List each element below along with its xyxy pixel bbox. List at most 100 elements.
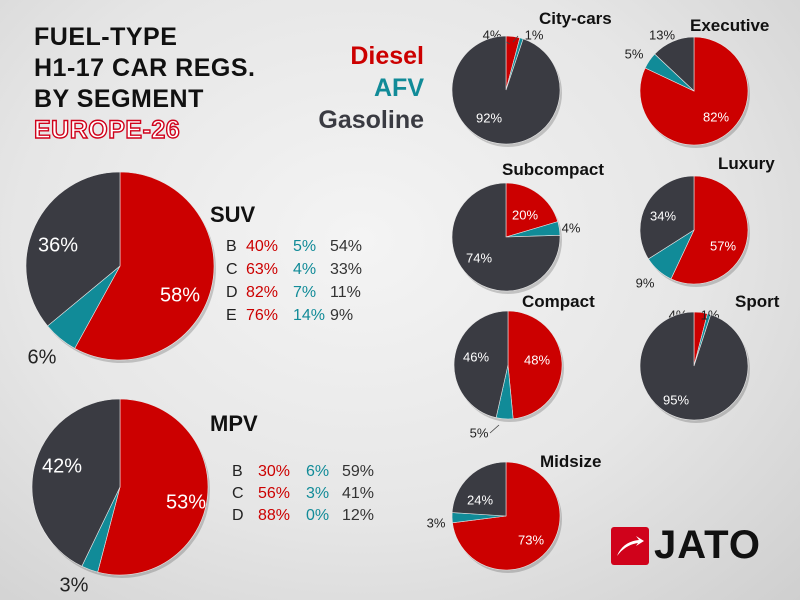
pie-slice-gasoline bbox=[25, 171, 121, 327]
breakdown-cell-class: D bbox=[232, 507, 244, 524]
breakdown-cell-afv: 4% bbox=[293, 261, 316, 278]
title-line-2: H1-17 CAR REGS. bbox=[34, 54, 256, 82]
breakdown-cell-afv: 5% bbox=[293, 238, 316, 255]
breakdown-cell-diesel: 82% bbox=[246, 284, 278, 301]
slice-label-diesel: 58% bbox=[160, 284, 200, 306]
pie-slice-diesel bbox=[505, 182, 559, 238]
leader-line bbox=[489, 424, 500, 434]
pie-slice-gasoline bbox=[451, 182, 561, 292]
breakdown-cell-class: E bbox=[226, 307, 237, 324]
slice-label-diesel: 82% bbox=[703, 109, 729, 124]
title-line-3: BY SEGMENT bbox=[34, 85, 204, 113]
chart-title: FUEL-TYPE H1-17 CAR REGS. BY SEGMENT EUR… bbox=[33, 22, 256, 146]
slice-label-diesel: 53% bbox=[166, 491, 206, 513]
segment-title-city-cars: City-cars bbox=[539, 9, 612, 28]
breakdown-cell-class: B bbox=[226, 238, 237, 255]
segment-title-luxury: Luxury bbox=[718, 154, 775, 173]
pie-slice-gasoline bbox=[451, 461, 507, 517]
breakdown-cell-diesel: 88% bbox=[258, 507, 290, 524]
legend-afv: AFV bbox=[374, 74, 424, 102]
slice-label-gasoline: 92% bbox=[476, 110, 502, 125]
slice-label-diesel: 48% bbox=[524, 352, 550, 367]
breakdown-table-mpv: B 30% 6% 59% C 56% 3% 41% D 88% 0% 12% bbox=[232, 463, 374, 524]
breakdown-cell-gasoline: 33% bbox=[330, 261, 362, 278]
breakdown-cell-afv: 0% bbox=[306, 507, 329, 524]
slice-label-afv: 9% bbox=[636, 275, 655, 290]
pie-slice-gasoline bbox=[31, 398, 121, 567]
slice-label-gasoline: 34% bbox=[650, 208, 676, 223]
pie-slice-gasoline bbox=[451, 35, 561, 145]
pie-slice-gasoline bbox=[639, 311, 749, 421]
breakdown-cell-gasoline: 54% bbox=[330, 238, 362, 255]
breakdown-cell-afv: 3% bbox=[306, 485, 329, 502]
breakdown-cell-afv: 7% bbox=[293, 284, 316, 301]
pie-slice-diesel bbox=[670, 175, 749, 285]
pie-slice-diesel bbox=[97, 398, 209, 576]
segment-title-sport: Sport bbox=[735, 292, 780, 311]
breakdown-cell-gasoline: 9% bbox=[330, 307, 353, 324]
pie-slice-gasoline bbox=[654, 36, 695, 92]
breakdown-cell-gasoline: 41% bbox=[342, 485, 374, 502]
pie-luxury: 57% 9% 34% Luxury bbox=[636, 154, 776, 290]
breakdown-cell-afv: 14% bbox=[293, 307, 325, 324]
slice-label-afv: 1% bbox=[525, 27, 544, 42]
segment-title-suv: SUV bbox=[210, 202, 256, 227]
legend: Diesel AFV Gasoline bbox=[318, 40, 424, 136]
pie-mpv: 53% 3% 42% MPV bbox=[31, 398, 258, 596]
breakdown-cell-class: B bbox=[232, 463, 243, 480]
pie-slice-diesel bbox=[74, 171, 215, 361]
pie-suv: 58% 6% 36% SUV bbox=[25, 171, 256, 368]
slice-label-gasoline: 36% bbox=[38, 234, 78, 256]
pie-city-cars: 4% 1%92%City-cars bbox=[451, 9, 612, 147]
breakdown-cell-class: C bbox=[232, 485, 244, 502]
pie-sport: 4%1%95%Sport bbox=[639, 292, 780, 423]
breakdown-cell-gasoline: 12% bbox=[342, 507, 374, 524]
segment-title-midsize: Midsize bbox=[540, 452, 601, 471]
slice-label-afv: 4% bbox=[562, 220, 581, 235]
region-label: EUROPE-26 bbox=[33, 115, 181, 144]
breakdown-cell-gasoline: 59% bbox=[342, 463, 374, 480]
pie-subcompact: 20% 4% 74% Subcompact bbox=[451, 160, 604, 294]
breakdown-cell-diesel: 40% bbox=[246, 238, 278, 255]
pie-slice-gasoline bbox=[639, 175, 695, 260]
slice-label-gasoline: 95% bbox=[663, 392, 689, 407]
slice-label-diesel: 57% bbox=[710, 238, 736, 253]
segment-title-subcompact: Subcompact bbox=[502, 160, 604, 179]
pie-slice-gasoline bbox=[453, 310, 509, 419]
breakdown-cell-diesel: 76% bbox=[246, 307, 278, 324]
slice-label-gasoline: 46% bbox=[463, 349, 489, 364]
legend-gasoline: Gasoline bbox=[318, 106, 424, 134]
legend-diesel: Diesel bbox=[350, 42, 424, 70]
pie-slice-diesel bbox=[507, 310, 563, 420]
slice-label-afv: 5% bbox=[625, 46, 644, 61]
breakdown-cell-class: C bbox=[226, 261, 238, 278]
slice-label-afv: 5% bbox=[470, 425, 489, 440]
pie-executive: 82% 5% 13% Executive bbox=[625, 16, 769, 148]
slice-label-diesel: 20% bbox=[512, 207, 538, 222]
segment-title-mpv: MPV bbox=[210, 411, 258, 436]
breakdown-cell-diesel: 30% bbox=[258, 463, 290, 480]
pie-compact: 48% 5% 46% Compact bbox=[453, 292, 595, 440]
slice-label-gasoline: 42% bbox=[42, 455, 82, 477]
breakdown-cell-diesel: 56% bbox=[258, 485, 290, 502]
slice-label-gasoline: 13% bbox=[649, 27, 675, 42]
breakdown-cell-gasoline: 11% bbox=[330, 284, 361, 301]
leader-line bbox=[512, 35, 519, 43]
slice-label-gasoline: 74% bbox=[466, 250, 492, 265]
breakdown-cell-diesel: 63% bbox=[246, 261, 278, 278]
breakdown-cell-class: D bbox=[226, 284, 238, 301]
slice-label-diesel: 73% bbox=[518, 532, 544, 547]
breakdown-cell-afv: 6% bbox=[306, 463, 329, 480]
slice-label-afv: 6% bbox=[28, 346, 57, 368]
jato-logo-text: JATO bbox=[654, 523, 761, 567]
pie-midsize: 73% 3% 24% Midsize bbox=[427, 452, 601, 573]
slice-label-afv: 3% bbox=[60, 574, 89, 596]
segment-title-executive: Executive bbox=[690, 16, 769, 35]
slice-label-afv: 3% bbox=[427, 515, 446, 530]
title-line-1: FUEL-TYPE bbox=[34, 23, 178, 51]
slice-label-gasoline: 24% bbox=[467, 492, 493, 507]
segment-title-compact: Compact bbox=[522, 292, 595, 311]
breakdown-table-suv: B 40% 5% 54% C 63% 4% 33% D 82% 7% 11% E 76% 14% 9% bbox=[226, 238, 362, 324]
jato-logo: JATO bbox=[611, 523, 761, 568]
